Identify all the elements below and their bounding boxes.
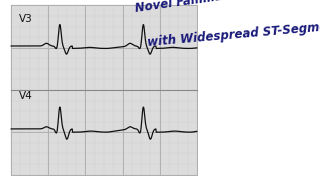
Bar <box>11 5 197 175</box>
Text: V3: V3 <box>19 14 33 24</box>
Text: V4: V4 <box>19 91 33 101</box>
Text: with Widespread ST-Segment Depression: with Widespread ST-Segment Depression <box>147 12 320 49</box>
Text: Novel Familial Cardiac Arrhythmia Syndrome: Novel Familial Cardiac Arrhythmia Syndro… <box>134 0 320 15</box>
